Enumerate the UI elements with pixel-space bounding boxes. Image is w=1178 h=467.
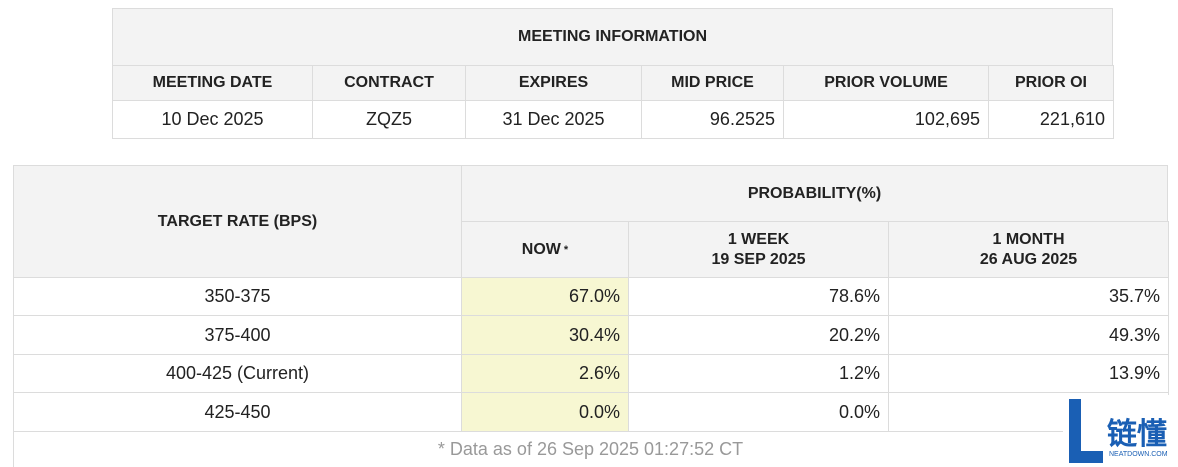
- probability-cell-text: 30.4%: [568, 324, 620, 345]
- rate-cell: 425-450: [13, 392, 462, 432]
- probability-cell: 30.4%: [461, 315, 629, 355]
- logo-bar: [1069, 399, 1081, 463]
- meeting-header: MID PRICE: [641, 65, 784, 101]
- rate-cell: 375-400: [13, 315, 462, 355]
- probability-header-text: 1 WEEK: [727, 230, 790, 248]
- probability-cell: 0.0%: [461, 392, 629, 432]
- target-header: TARGET RATE (BPS): [13, 165, 462, 278]
- meeting-title: MEETING INFORMATION: [112, 8, 1113, 66]
- probability-cell: 1.2%: [628, 354, 889, 393]
- probability-cell-text: 1.2%: [838, 363, 880, 383]
- meeting-cell-text: 102,695: [914, 109, 980, 129]
- probability-cell: 13.9%: [888, 354, 1169, 393]
- probability-cell: 78.6%: [628, 277, 889, 316]
- probability-header-text: 1 MONTH: [992, 230, 1065, 248]
- meeting-header-text: EXPIRES: [518, 74, 589, 91]
- probability-header-text: 19 SEP 2025: [711, 250, 806, 268]
- meeting-cell: ZQZ5: [312, 100, 466, 139]
- probability-cell-text: 35.7%: [1108, 286, 1160, 306]
- meeting-header-text: PRIOR OI: [1014, 74, 1087, 91]
- meeting-cell-text: 31 Dec 2025: [502, 109, 605, 129]
- meeting-cell-text: ZQZ5: [365, 109, 412, 129]
- rate-cell-text: 350-375: [204, 286, 271, 306]
- target-header-text: TARGET RATE (BPS): [157, 212, 318, 230]
- meeting-cell-text: 10 Dec 2025: [161, 109, 264, 129]
- meeting-cell: 31 Dec 2025: [465, 100, 642, 139]
- probability-header-text: NOW: [521, 240, 561, 258]
- meeting-cell: 102,695: [783, 100, 989, 139]
- probability-cell: 35.7%: [888, 277, 1169, 316]
- logo-foot: [1069, 451, 1103, 463]
- probability-cell-text: 20.2%: [828, 324, 880, 345]
- probability-cell-text: 78.6%: [828, 286, 880, 306]
- now-marker: *: [563, 243, 569, 256]
- rate-cell-text: 375-400: [204, 324, 271, 345]
- probability-cell: 0.0%: [628, 392, 889, 432]
- meeting-cell: 221,610: [988, 100, 1114, 139]
- meeting-header-text: PRIOR VOLUME: [824, 74, 948, 91]
- meeting-cell-text: 96.2525: [709, 109, 775, 129]
- meeting-cell: 10 Dec 2025: [112, 100, 313, 139]
- meeting-header: CONTRACT: [312, 65, 466, 101]
- meeting-cell: 96.2525: [641, 100, 784, 139]
- probability-header: 1 WEEK 19 SEP 2025: [628, 221, 889, 278]
- probability-cell-text: 49.3%: [1108, 324, 1160, 345]
- probability-cell: 49.3%: [888, 315, 1169, 355]
- meeting-header: PRIOR VOLUME: [783, 65, 989, 101]
- probability-cell: 20.2%: [628, 315, 889, 355]
- rate-cell-text: 425-450: [204, 401, 271, 422]
- meeting-header: PRIOR OI: [988, 65, 1114, 101]
- probability-header-text: 26 AUG 2025: [979, 250, 1078, 268]
- rate-cell: 400-425 (Current): [13, 354, 462, 393]
- probability-cell-text: 0.0%: [578, 401, 620, 422]
- probability-cell: 67.0%: [461, 277, 629, 316]
- meeting-title-text: MEETING INFORMATION: [517, 28, 708, 45]
- meeting-header-text: MEETING DATE: [152, 74, 273, 91]
- rate-cell: 350-375: [13, 277, 462, 316]
- probability-title-text: PROBABILITY(%): [747, 184, 882, 202]
- probability-cell-text: 2.6%: [578, 363, 620, 383]
- probability-cell: 2.6%: [461, 354, 629, 393]
- rate-cell-text: 400-425 (Current): [165, 363, 310, 383]
- meeting-header-text: MID PRICE: [671, 74, 754, 91]
- logo-site: NEATDOWN.COM: [1109, 451, 1168, 458]
- meeting-header-text: CONTRACT: [344, 74, 434, 91]
- probability-cell-text: 67.0%: [568, 286, 620, 306]
- probability-cell-text: 0.0%: [838, 401, 880, 422]
- meeting-header: MEETING DATE: [112, 65, 313, 101]
- probability-header: NOW *: [461, 221, 629, 278]
- meeting-header: EXPIRES: [465, 65, 642, 101]
- footnote: * Data as of 26 Sep 2025 01:27:52 CT: [13, 430, 1168, 467]
- watermark: 链懂 NEATDOWN.COM: [1063, 395, 1178, 467]
- logo-name: 链懂: [1107, 417, 1167, 452]
- probability-cell-text: 13.9%: [1108, 363, 1160, 383]
- probability-title: PROBABILITY(%): [461, 165, 1168, 222]
- probability-header: 1 MONTH 26 AUG 2025: [888, 221, 1169, 278]
- meeting-cell-text: 221,610: [1039, 109, 1105, 129]
